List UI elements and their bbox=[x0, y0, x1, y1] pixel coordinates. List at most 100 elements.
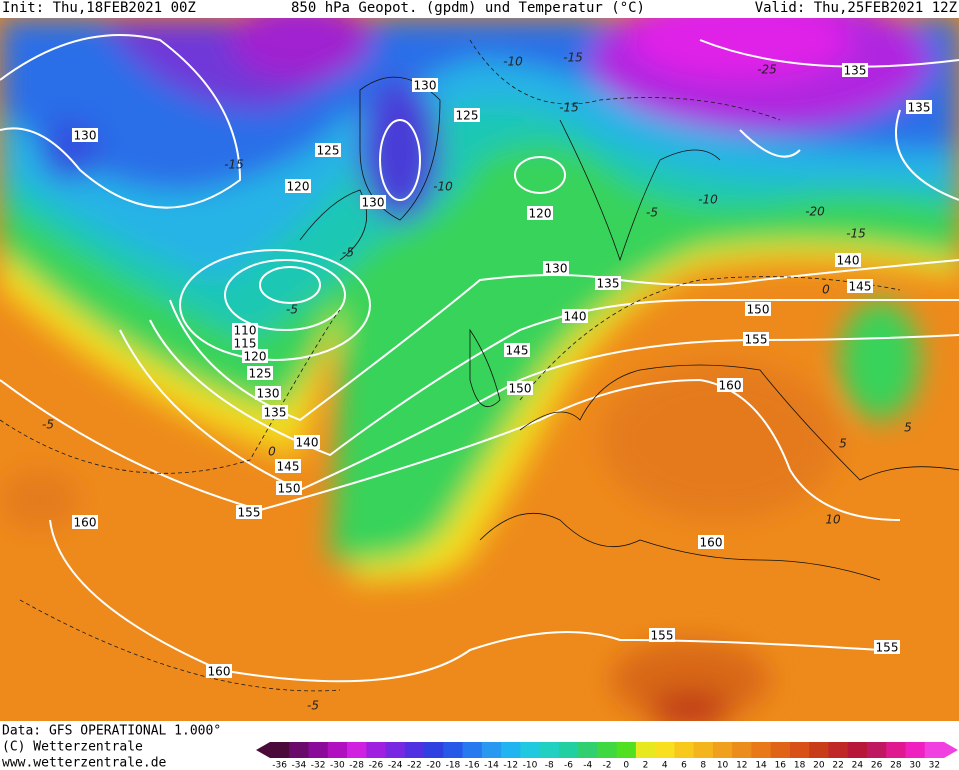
temperature-label: -10 bbox=[503, 55, 523, 69]
label-box bbox=[504, 343, 530, 357]
colorbar-swatch bbox=[924, 742, 945, 758]
colorbar-label: -30 bbox=[330, 761, 345, 770]
website: www.wetterzentrale.de bbox=[2, 756, 167, 770]
label-box bbox=[275, 459, 301, 473]
colorbar-label: -28 bbox=[349, 761, 364, 770]
colorbar-label: 28 bbox=[890, 761, 902, 770]
geopotential-label: 140 bbox=[296, 436, 319, 450]
temperature-label: -15 bbox=[563, 51, 583, 65]
geopotential-label: 135 bbox=[844, 64, 867, 78]
colorbar-swatch bbox=[847, 742, 868, 758]
geopotential-label: 115 bbox=[234, 337, 257, 351]
colorbar-arrow-left bbox=[256, 742, 270, 758]
label-box bbox=[454, 108, 480, 122]
geopotential-contours bbox=[0, 34, 959, 683]
geopotential-label: 125 bbox=[456, 109, 479, 123]
label-box bbox=[507, 381, 533, 395]
coastlines bbox=[299, 76, 959, 581]
colorbar-swatch bbox=[886, 742, 906, 758]
colorbar-label: -18 bbox=[446, 761, 461, 770]
colorbar-swatch bbox=[558, 742, 579, 758]
geopotential-label: 120 bbox=[529, 207, 552, 221]
label-box bbox=[874, 640, 900, 654]
colorbar-label: -10 bbox=[523, 761, 538, 770]
init-time: Init: Thu,18FEB2021 00Z bbox=[2, 0, 196, 16]
geopotential-label: 155 bbox=[651, 629, 674, 643]
colorbar-swatch bbox=[828, 742, 849, 758]
temperature-label: -25 bbox=[757, 63, 777, 77]
data-source: Data: GFS OPERATIONAL 1.000° bbox=[2, 724, 221, 739]
copyright: (C) Wetterzentrale bbox=[2, 740, 143, 755]
colorbar-swatch bbox=[289, 742, 310, 758]
geopotential-label: 150 bbox=[747, 303, 770, 317]
colorbar-swatch bbox=[385, 742, 406, 758]
colorbar-swatch bbox=[635, 742, 656, 758]
colorbar-swatch bbox=[347, 742, 367, 758]
colorbar-label: 2 bbox=[643, 761, 649, 770]
temperature-label: -15 bbox=[846, 227, 866, 241]
label-box bbox=[842, 63, 868, 77]
geopotential-label: 145 bbox=[277, 460, 300, 474]
colorbar-label: 6 bbox=[681, 761, 687, 770]
colorbar-label: 18 bbox=[794, 761, 806, 770]
colorbar-swatch bbox=[693, 742, 714, 758]
geopotential-label: 140 bbox=[837, 254, 860, 268]
colorbar-label: 30 bbox=[909, 761, 921, 770]
colorbar-label: 32 bbox=[929, 761, 940, 770]
colorbar-label: -4 bbox=[583, 761, 592, 770]
valid-time: Valid: Thu,25FEB2021 12Z bbox=[755, 0, 957, 16]
geopotential-label: 135 bbox=[597, 277, 620, 291]
label-box bbox=[906, 100, 932, 114]
geopotential-label: 130 bbox=[414, 79, 437, 93]
colorbar-label: -34 bbox=[292, 761, 307, 770]
label-box bbox=[717, 378, 743, 392]
geopotential-label: 160 bbox=[208, 665, 231, 679]
temperature-label: -5 bbox=[342, 246, 354, 260]
temperature-contours bbox=[0, 39, 901, 692]
label-box bbox=[743, 332, 769, 346]
colorbar-label: 14 bbox=[755, 761, 767, 770]
colorbar-swatch bbox=[770, 742, 791, 758]
temperature-label: 5 bbox=[904, 421, 912, 435]
colorbar-label: -36 bbox=[272, 761, 287, 770]
label-box bbox=[595, 276, 621, 290]
colorbar-label: 24 bbox=[852, 761, 864, 770]
geopotential-label: 140 bbox=[564, 310, 587, 324]
colorbar-swatch bbox=[674, 742, 695, 758]
colorbar-swatch bbox=[327, 742, 348, 758]
colorbar-label: 26 bbox=[871, 761, 883, 770]
colorbar-swatch bbox=[866, 742, 887, 758]
geopotential-label: 130 bbox=[545, 262, 568, 276]
temperature-label: -15 bbox=[559, 101, 579, 115]
temperature-label: 0 bbox=[268, 445, 276, 459]
colorbar-swatch bbox=[789, 742, 810, 758]
colorbar-swatch bbox=[616, 742, 637, 758]
geopotential-label: 130 bbox=[362, 196, 385, 210]
geopotential-label: 130 bbox=[257, 387, 280, 401]
colorbar-label: -6 bbox=[564, 761, 573, 770]
temperature-label: 0 bbox=[822, 283, 830, 297]
colorbar-swatch bbox=[539, 742, 560, 758]
colorbar-swatch bbox=[501, 742, 521, 758]
geopotential-label: 150 bbox=[278, 482, 301, 496]
colorbar-label: -24 bbox=[388, 761, 403, 770]
colorbar-swatch bbox=[712, 742, 733, 758]
label-box bbox=[236, 505, 262, 519]
geopotential-label: 110 bbox=[234, 324, 257, 338]
label-box bbox=[562, 309, 588, 323]
colorbar-arrow-right bbox=[944, 742, 958, 758]
geopotential-label: 135 bbox=[908, 101, 931, 115]
map bbox=[0, 18, 959, 721]
temperature-label: -10 bbox=[698, 193, 718, 207]
temperature-label: -10 bbox=[433, 180, 453, 194]
label-box bbox=[72, 128, 98, 142]
label-box bbox=[294, 435, 320, 449]
temperature-label: 5 bbox=[839, 437, 847, 451]
label-box bbox=[698, 535, 724, 549]
geopotential-label: 120 bbox=[244, 350, 267, 364]
label-box bbox=[262, 405, 288, 419]
colorbar-swatch bbox=[481, 742, 502, 758]
geopotential-label: 145 bbox=[849, 280, 872, 294]
temperature-label: -5 bbox=[646, 206, 658, 220]
